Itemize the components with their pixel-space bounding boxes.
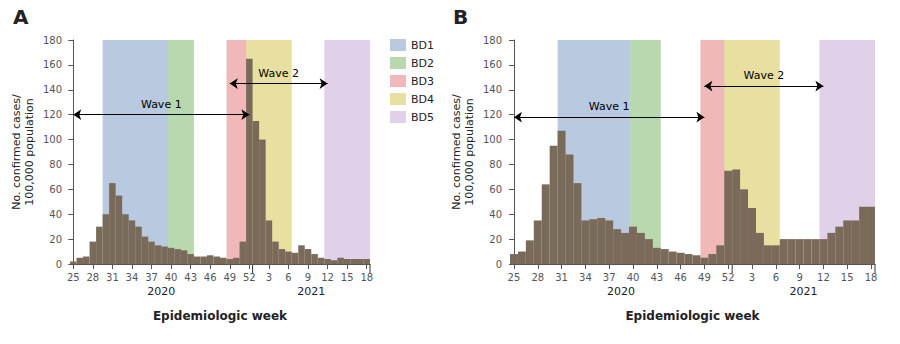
- svg-text:34: 34: [579, 272, 592, 283]
- svg-text:37: 37: [145, 272, 158, 283]
- svg-text:9: 9: [796, 272, 802, 283]
- svg-text:100: 100: [483, 134, 502, 145]
- svg-text:52: 52: [243, 272, 256, 283]
- svg-text:160: 160: [43, 59, 62, 70]
- svg-text:0: 0: [56, 259, 62, 270]
- svg-text:BD1: BD1: [411, 39, 434, 52]
- svg-text:BD5: BD5: [411, 111, 434, 124]
- svg-text:40: 40: [627, 272, 640, 283]
- svg-text:3: 3: [749, 272, 755, 283]
- svg-text:BD2: BD2: [411, 57, 434, 70]
- svg-text:6: 6: [773, 272, 779, 283]
- svg-text:9: 9: [305, 272, 311, 283]
- svg-text:12: 12: [321, 272, 334, 283]
- svg-text:25: 25: [508, 272, 521, 283]
- svg-text:43: 43: [184, 272, 197, 283]
- svg-text:15: 15: [841, 272, 854, 283]
- svg-text:18: 18: [360, 272, 373, 283]
- svg-text:0: 0: [496, 259, 502, 270]
- svg-text:No. confirmed cases/: No. confirmed cases/: [450, 94, 463, 210]
- svg-text:2021: 2021: [790, 285, 818, 298]
- svg-text:60: 60: [489, 184, 502, 195]
- svg-text:34: 34: [126, 272, 139, 283]
- svg-text:80: 80: [489, 159, 502, 170]
- svg-text:2021: 2021: [297, 285, 325, 298]
- svg-text:37: 37: [603, 272, 616, 283]
- svg-text:160: 160: [483, 59, 502, 70]
- svg-text:18: 18: [865, 272, 878, 283]
- svg-text:28: 28: [86, 272, 99, 283]
- svg-text:28: 28: [531, 272, 544, 283]
- svg-text:Wave 1: Wave 1: [589, 100, 630, 113]
- svg-text:31: 31: [555, 272, 568, 283]
- svg-text:140: 140: [483, 84, 502, 95]
- svg-text:31: 31: [106, 272, 119, 283]
- svg-text:2020: 2020: [607, 285, 635, 298]
- svg-text:Wave 2: Wave 2: [258, 67, 299, 80]
- svg-text:46: 46: [674, 272, 687, 283]
- svg-text:100,000 population: 100,000 population: [23, 98, 36, 206]
- svg-text:BD4: BD4: [411, 93, 434, 106]
- svg-text:49: 49: [698, 272, 711, 283]
- svg-text:Epidemiologic week: Epidemiologic week: [153, 309, 288, 323]
- svg-text:A: A: [13, 5, 29, 29]
- svg-text:46: 46: [204, 272, 217, 283]
- svg-text:40: 40: [49, 209, 62, 220]
- svg-text:B: B: [453, 5, 468, 29]
- svg-text:100: 100: [43, 134, 62, 145]
- svg-text:40: 40: [165, 272, 178, 283]
- svg-text:180: 180: [483, 35, 502, 46]
- svg-text:49: 49: [223, 272, 236, 283]
- svg-text:15: 15: [341, 272, 354, 283]
- svg-text:20: 20: [49, 234, 62, 245]
- svg-text:80: 80: [49, 159, 62, 170]
- svg-text:Wave 1: Wave 1: [141, 98, 182, 111]
- svg-text:120: 120: [43, 109, 62, 120]
- svg-text:25: 25: [67, 272, 80, 283]
- svg-text:120: 120: [483, 109, 502, 120]
- svg-text:2020: 2020: [147, 285, 175, 298]
- svg-text:No. confirmed cases/: No. confirmed cases/: [10, 94, 23, 210]
- svg-text:12: 12: [817, 272, 830, 283]
- svg-text:43: 43: [650, 272, 663, 283]
- svg-text:140: 140: [43, 84, 62, 95]
- svg-text:180: 180: [43, 35, 62, 46]
- svg-text:BD3: BD3: [411, 75, 434, 88]
- svg-text:52: 52: [722, 272, 735, 283]
- svg-text:40: 40: [489, 209, 502, 220]
- svg-text:3: 3: [266, 272, 272, 283]
- svg-text:6: 6: [285, 272, 291, 283]
- svg-text:Wave 2: Wave 2: [744, 69, 785, 82]
- svg-text:Epidemiologic week: Epidemiologic week: [625, 309, 760, 323]
- svg-text:100,000 population: 100,000 population: [463, 98, 476, 206]
- svg-text:20: 20: [489, 234, 502, 245]
- svg-text:60: 60: [49, 184, 62, 195]
